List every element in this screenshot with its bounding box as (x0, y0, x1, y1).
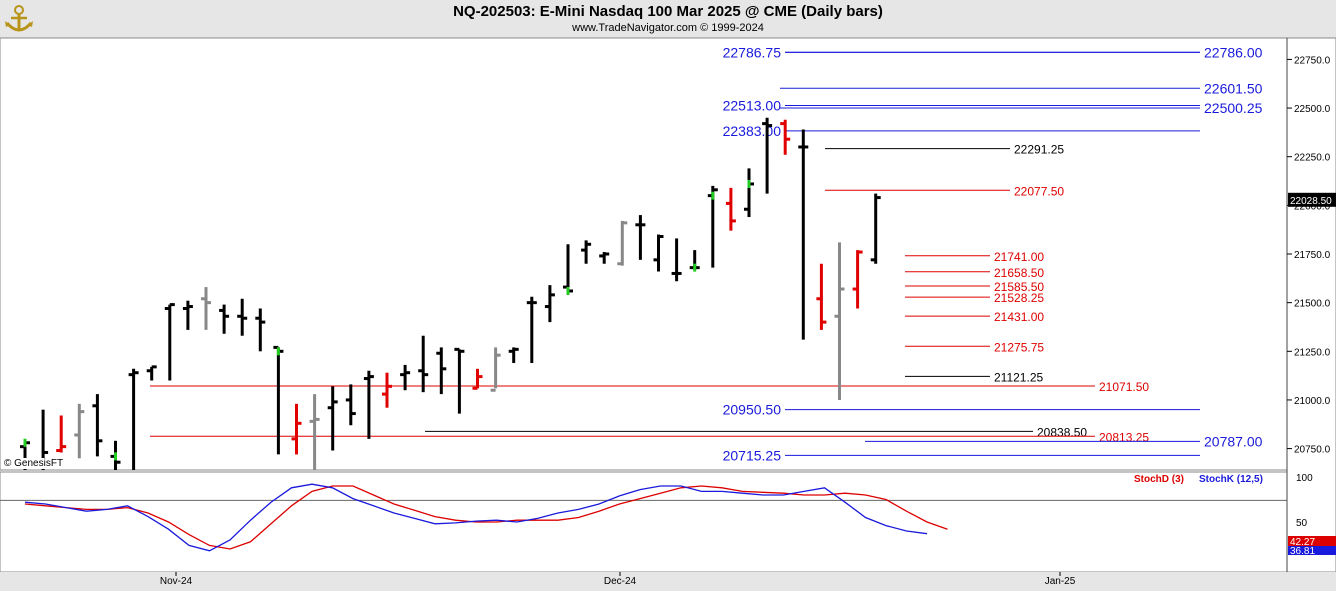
level-label: 22786.75 (723, 44, 782, 60)
level-label: 20813.25 (1099, 430, 1149, 444)
anchor-icon (5, 5, 33, 32)
price-panel (0, 37, 1288, 471)
osc-axis-tick-label: 50 (1296, 518, 1308, 529)
level-label: 22500.25 (1204, 100, 1263, 116)
copyright-label: © GenesisFT (4, 458, 64, 469)
x-axis-tick-label: Dec-24 (604, 576, 637, 587)
legend-stochk: StochK (12,5) (1199, 474, 1263, 485)
chart-header (0, 0, 1336, 38)
x-axis-tick-label: Jan-25 (1045, 576, 1076, 587)
level-label: 20787.00 (1204, 433, 1263, 449)
level-label: 20950.50 (723, 402, 782, 418)
level-label: 21658.50 (994, 266, 1044, 280)
stochd-value-label: 42.27 (1290, 537, 1315, 548)
y-axis-tick-label: 20750.0 (1294, 445, 1331, 456)
level-label: 20715.25 (723, 447, 782, 463)
current-price-label: 22028.50 (1290, 196, 1332, 207)
level-label: 20838.50 (1037, 425, 1087, 439)
y-axis-tick-label: 21000.0 (1294, 396, 1331, 407)
x-axis-tick-label: Nov-24 (160, 576, 193, 587)
level-label: 22513.00 (723, 98, 782, 114)
level-label: 22383.00 (723, 123, 782, 139)
level-label: 22077.50 (1014, 184, 1064, 198)
level-label: 22291.25 (1014, 143, 1064, 157)
legend-stochd: StochD (3) (1134, 474, 1184, 485)
current-price-box (1288, 192, 1336, 207)
level-label: 21741.00 (994, 250, 1044, 264)
level-label: 21275.75 (994, 340, 1044, 354)
stochd-value-box (1288, 536, 1336, 547)
level-label: 21528.25 (994, 291, 1044, 305)
y-axis-tick-label: 22250.0 (1294, 153, 1331, 164)
y-axis-tick-label: 21250.0 (1294, 347, 1331, 358)
stochd-series-line (24, 485, 948, 550)
level-label: 21121.25 (994, 370, 1043, 384)
y-axis-tick-label: 21500.0 (1294, 299, 1331, 310)
stochk-value-label: 36.81 (1290, 546, 1315, 557)
osc-axis-tick-label: 100 (1296, 473, 1313, 484)
y-axis-tick-label: 22000.0 (1294, 201, 1331, 212)
y-axis-tick-label: 22500.0 (1294, 104, 1331, 115)
stochk-value-box (1288, 546, 1336, 555)
x-axis-panel (0, 572, 1336, 591)
level-label: 21071.50 (1099, 380, 1149, 394)
chart-subtitle: www.TradeNavigator.com © 1999-2024 (572, 22, 764, 34)
y-axis-tick-label: 21750.0 (1294, 250, 1331, 261)
level-label: 22601.50 (1204, 80, 1263, 96)
level-label: 21585.50 (994, 280, 1044, 294)
chart-title: NQ-202503: E-Mini Nasdaq 100 Mar 2025 @ … (453, 3, 883, 20)
y-axis-panel (1286, 37, 1336, 573)
level-label: 22786.00 (1204, 44, 1263, 60)
level-label: 21431.00 (994, 310, 1044, 324)
stochk-series-line (24, 483, 928, 552)
oscillator-panel (0, 471, 1288, 573)
y-axis-tick-label: 22750.0 (1294, 55, 1331, 66)
